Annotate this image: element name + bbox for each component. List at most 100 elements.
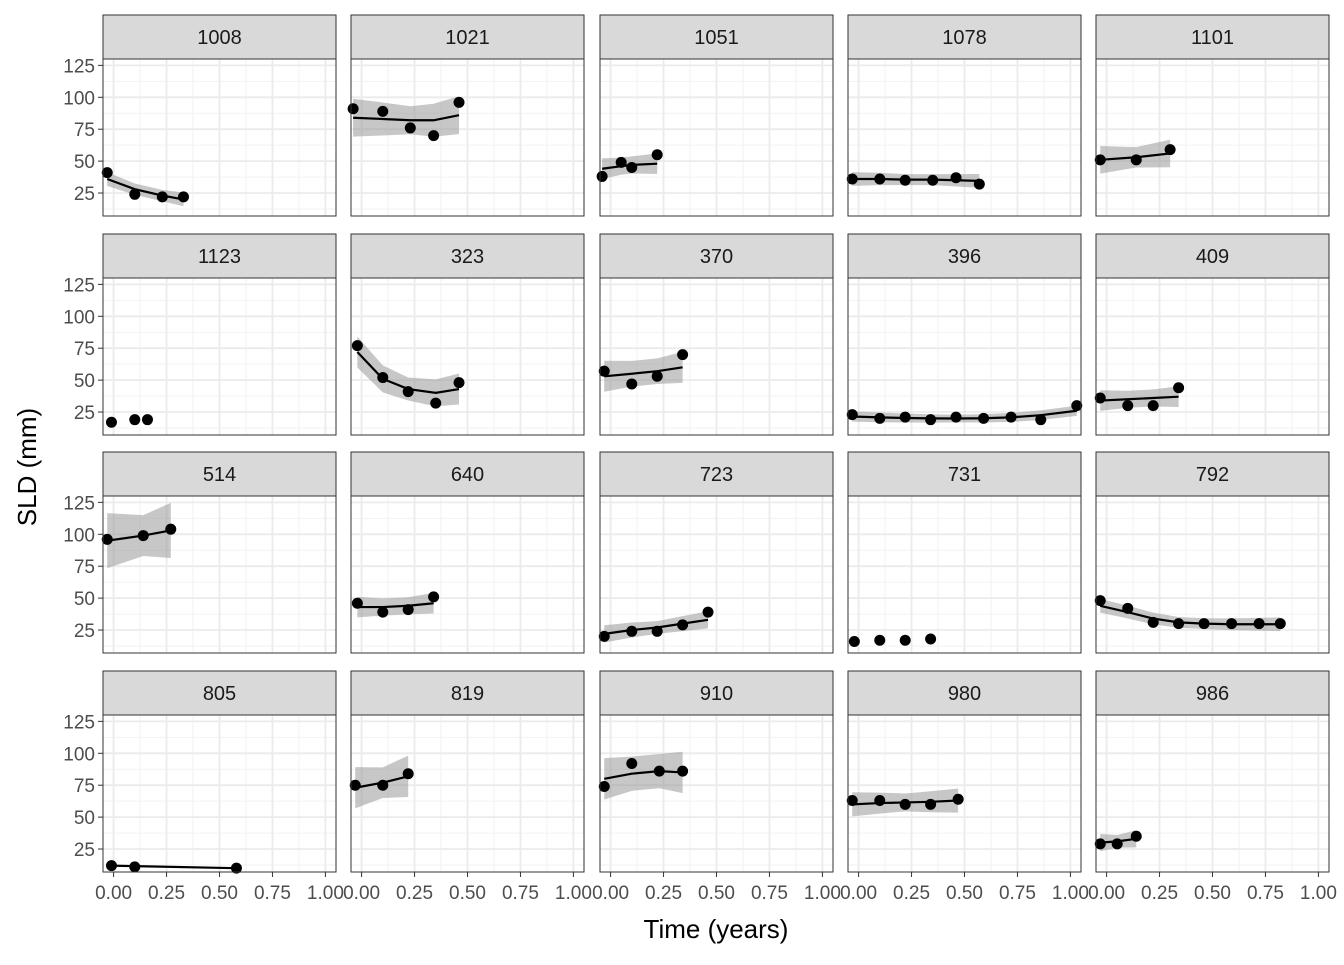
data-point: [1094, 595, 1106, 607]
data-point: [925, 798, 937, 810]
data-point: [351, 597, 363, 609]
data-point: [899, 634, 911, 646]
x-tick-label: 0.50: [698, 883, 735, 904]
x-tick-label: 1.00: [555, 883, 592, 904]
x-tick-label: 0.25: [893, 883, 930, 904]
data-point: [428, 130, 440, 142]
facet-panel-910: 910 0.00 0.25 0.50 0.75 1.00: [592, 670, 841, 904]
x-tick-label: 0.75: [502, 883, 539, 904]
facet-panel-792: 792: [1094, 451, 1330, 654]
facet-strip-label: 1101: [1191, 27, 1234, 49]
facet-strip: [350, 670, 585, 716]
data-point: [105, 416, 117, 428]
data-point: [651, 149, 663, 161]
x-tick-label: 0.50: [1194, 883, 1231, 904]
facet-strip: [350, 451, 585, 497]
facet-strip: [847, 670, 1082, 716]
data-point: [927, 174, 939, 186]
facet-panel-323: 323: [350, 233, 585, 436]
data-point: [347, 103, 359, 115]
panel-border: [350, 277, 585, 436]
facet-strip: [1095, 451, 1330, 497]
data-point: [626, 378, 638, 390]
x-tick-label: 0.50: [201, 883, 238, 904]
x-tick-label: 0.00: [592, 883, 629, 904]
data-point: [1122, 400, 1134, 412]
y-tick-label: 25: [74, 621, 95, 642]
facet-strip-label: 1021: [445, 27, 490, 49]
data-point: [428, 591, 440, 603]
facet-strip: [1095, 670, 1330, 716]
facet-panel-723: 723: [598, 451, 834, 654]
y-tick-label: 125: [63, 275, 95, 296]
data-point: [430, 397, 442, 409]
facet-strip-label: 792: [1196, 464, 1229, 486]
data-point: [377, 372, 389, 384]
data-point: [615, 156, 627, 168]
data-point: [1164, 144, 1176, 156]
confidence-band: [604, 751, 683, 800]
x-tick-label: 0.00: [95, 883, 132, 904]
facet-strip: [1095, 233, 1330, 279]
x-tick-label: 1.00: [1052, 883, 1089, 904]
x-tick-label: 1.00: [1300, 883, 1337, 904]
x-tick-label: 0.25: [148, 883, 185, 904]
data-point: [1198, 618, 1210, 630]
facet-strip: [599, 14, 834, 60]
fitted-line: [604, 366, 683, 378]
data-point: [626, 161, 638, 173]
x-tick-label: 0.25: [645, 883, 682, 904]
data-point: [1253, 618, 1265, 630]
y-tick-label: 100: [63, 525, 95, 546]
facet-panel-409: 409: [1094, 233, 1330, 436]
panel-border: [847, 495, 1082, 654]
data-point: [626, 625, 638, 637]
data-point: [874, 795, 886, 807]
panel-border: [1095, 495, 1330, 654]
x-tick-label: 0.00: [840, 883, 877, 904]
data-point: [230, 862, 242, 874]
x-tick-label: 1.00: [307, 883, 344, 904]
data-point: [129, 861, 141, 873]
fitted-line: [601, 162, 658, 170]
data-point: [1094, 392, 1106, 404]
data-point: [1147, 616, 1159, 628]
data-point: [899, 411, 911, 423]
facet-strip: [847, 233, 1082, 279]
data-point: [349, 779, 361, 791]
x-tick-label: 0.25: [1141, 883, 1178, 904]
y-tick-label: 75: [74, 339, 95, 360]
data-point: [899, 798, 911, 810]
panel-border: [350, 495, 585, 654]
data-point: [677, 619, 689, 631]
y-axis-title: SLD (mm): [12, 408, 42, 526]
facet-panel-819: 819 0.00 0.25 0.50 0.75 1.00: [343, 670, 592, 904]
facet-panel-370: 370: [598, 233, 834, 436]
facet-panel-731: 731: [847, 451, 1082, 654]
data-point: [925, 414, 937, 426]
confidence-band: [353, 96, 460, 137]
facet-strip-label: 514: [203, 464, 236, 486]
fitted-line: [106, 177, 184, 201]
data-point: [846, 173, 858, 185]
x-axis-title: Time (years): [644, 914, 789, 944]
y-tick-label: 50: [74, 808, 95, 829]
panel-border: [102, 277, 337, 436]
facet-panel-1008: 1008 25 50 75 100 125: [63, 14, 337, 217]
facet-strip: [102, 670, 337, 716]
x-tick-label: 0.00: [343, 883, 380, 904]
data-point: [846, 795, 858, 807]
facet-strip-label: 1123: [198, 246, 241, 268]
fitted-line: [357, 602, 434, 609]
x-tick-label: 0.75: [751, 883, 788, 904]
data-point: [651, 625, 663, 637]
data-point: [402, 386, 414, 398]
data-point: [626, 758, 638, 770]
data-point: [952, 793, 964, 805]
data-point: [165, 523, 177, 535]
data-point: [702, 606, 714, 618]
x-tick-label: 0.75: [254, 883, 291, 904]
facet-panel-1021: 1021: [347, 14, 585, 217]
facet-strip: [350, 233, 585, 279]
